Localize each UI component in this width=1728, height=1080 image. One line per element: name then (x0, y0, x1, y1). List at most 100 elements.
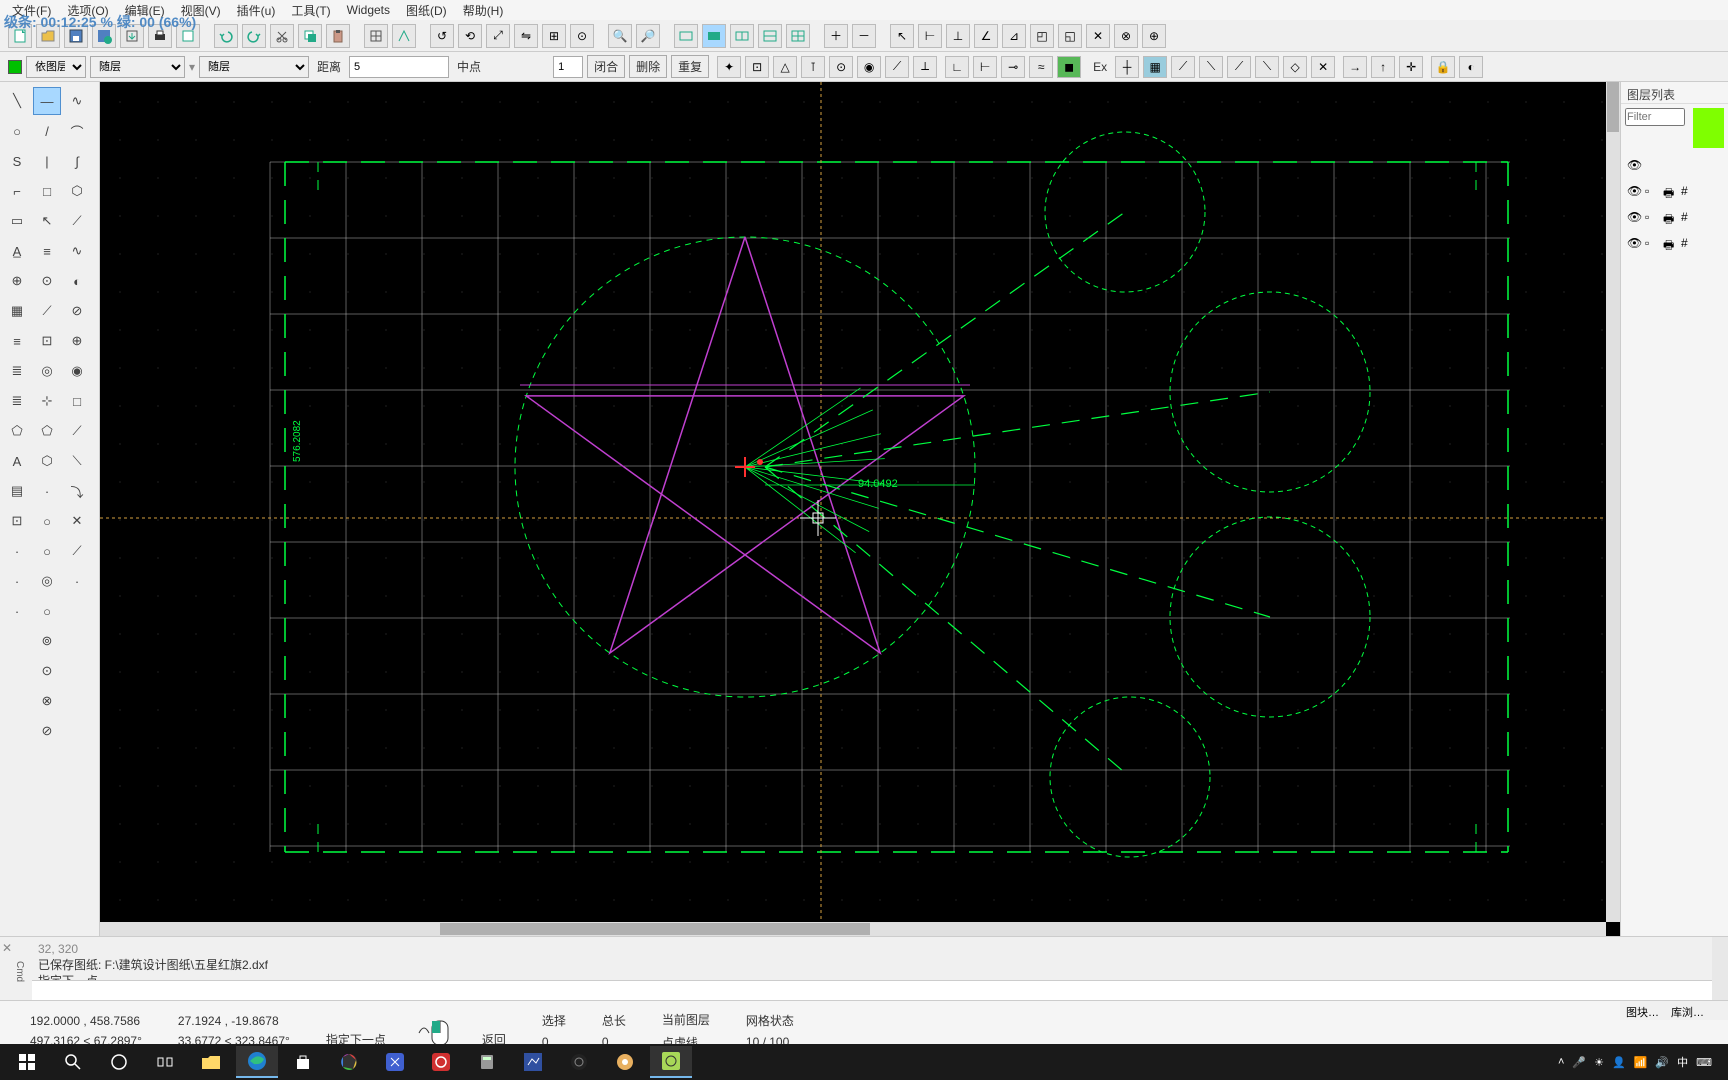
tool-24[interactable]: ≡ (3, 327, 31, 355)
tool-60[interactable] (3, 687, 31, 715)
lock-icon[interactable]: ▫ (1645, 210, 1659, 224)
layer-filter-input[interactable] (1625, 108, 1685, 126)
snap-mid-icon[interactable]: ⊺ (801, 56, 825, 78)
rotate-icon[interactable]: ⟲ (458, 24, 482, 48)
lock-icon[interactable]: 🔒 (1431, 56, 1455, 78)
ex5-icon[interactable]: ⟋ (1227, 56, 1251, 78)
tool-29[interactable]: ◉ (63, 357, 91, 385)
v-scrollbar[interactable] (1606, 82, 1620, 922)
tool-26[interactable]: ⊕ (63, 327, 91, 355)
lineweight-select[interactable]: 随层 (199, 56, 309, 78)
eye-icon[interactable]: 👁 (1627, 184, 1641, 198)
screen2-icon[interactable] (702, 24, 726, 48)
search-icon[interactable] (52, 1046, 94, 1078)
dim3-icon[interactable]: ∠ (974, 24, 998, 48)
layer-row-2[interactable]: 👁 ▫ 🖶 # (1621, 204, 1728, 230)
app1-icon[interactable] (374, 1046, 416, 1078)
redo-icon[interactable] (242, 24, 266, 48)
tool-15[interactable]: A̲ (3, 237, 31, 265)
snap-node-icon[interactable]: ◉ (857, 56, 881, 78)
polar-icon[interactable]: ⊢ (973, 56, 997, 78)
tool-52[interactable]: ○ (33, 597, 61, 625)
layer-color-swatch[interactable] (8, 60, 22, 74)
undo-icon[interactable] (214, 24, 238, 48)
tool-11[interactable]: ⬡ (63, 177, 91, 205)
eye-icon[interactable]: 👁 (1627, 158, 1641, 172)
tool-57[interactable] (3, 657, 31, 685)
linetype-select[interactable]: 随层 (90, 56, 185, 78)
tool-39[interactable]: ▤ (3, 477, 31, 505)
arrow-icon[interactable]: ↖ (890, 24, 914, 48)
snap-free-icon[interactable]: ✦ (717, 56, 741, 78)
hatch-icon[interactable]: # (1681, 184, 1695, 198)
restr2-icon[interactable]: ↑ (1371, 56, 1395, 78)
screen3-icon[interactable] (730, 24, 754, 48)
tool-61[interactable]: ⊗ (33, 687, 61, 715)
paste-icon[interactable] (326, 24, 350, 48)
mirror-icon[interactable]: ⇋ (514, 24, 538, 48)
tool-x2[interactable]: ⊗ (1114, 24, 1138, 48)
tray-wifi-icon[interactable]: 📶 (1634, 1056, 1648, 1069)
tool-10[interactable]: □ (33, 177, 61, 205)
ex7-icon[interactable]: ◇ (1283, 56, 1307, 78)
active-layer-swatch[interactable] (1693, 108, 1724, 148)
netease-icon[interactable] (420, 1046, 462, 1078)
tool-62[interactable] (63, 687, 91, 715)
near-icon[interactable]: ≈ (1029, 56, 1053, 78)
copy-icon[interactable] (298, 24, 322, 48)
grid-toggle-icon[interactable] (364, 24, 388, 48)
tool-34[interactable]: ⬠ (33, 417, 61, 445)
snap-grid-icon[interactable]: ⊡ (745, 56, 769, 78)
tray-mic-icon[interactable]: 🎤 (1572, 1056, 1586, 1069)
tool-53[interactable] (63, 597, 91, 625)
eye-icon[interactable]: 👁 (1627, 210, 1641, 224)
layer-row-1[interactable]: 👁 ▫ 🖶 # (1621, 178, 1728, 204)
tool-3[interactable]: ○ (3, 117, 31, 145)
tool-25[interactable]: ⊡ (33, 327, 61, 355)
zoomplus-icon[interactable]: ＋ (824, 24, 848, 48)
dim5-icon[interactable]: ◰ (1030, 24, 1054, 48)
grid-iso-icon[interactable] (392, 24, 416, 48)
tool-18[interactable]: ⊕ (3, 267, 31, 295)
tan-icon[interactable]: ⊸ (1001, 56, 1025, 78)
ortho-icon[interactable]: ∟ (945, 56, 969, 78)
tool-x3[interactable]: ⊕ (1142, 24, 1166, 48)
cmd-close-icon[interactable]: ✕ (0, 937, 14, 1000)
tool-47[interactable]: ⟋ (63, 537, 91, 565)
tool-63[interactable] (3, 717, 31, 745)
lock-icon[interactable]: ▫ (1645, 184, 1659, 198)
offset-icon[interactable]: ⊙ (570, 24, 594, 48)
explorer-icon[interactable] (190, 1046, 232, 1078)
tool-35[interactable]: ⟋ (63, 417, 91, 445)
restr3-icon[interactable]: ✛ (1399, 56, 1423, 78)
print-icon[interactable]: 🖶 (1663, 236, 1677, 250)
drawing-canvas[interactable]: 94.0492576.2082 (100, 82, 1620, 936)
tray-chevron-icon[interactable]: ˄ (1558, 1056, 1564, 1068)
info-lib[interactable]: 库浏… (1671, 1004, 1704, 1017)
h-scrollbar[interactable] (100, 922, 1606, 936)
delete-button[interactable]: 删除 (629, 55, 667, 78)
layer-row-3[interactable]: 👁 ▫ 🖶 # (1621, 230, 1728, 256)
tool-x1[interactable]: ✕ (1086, 24, 1110, 48)
tool-19[interactable]: ⊙ (33, 267, 61, 295)
move-icon[interactable]: ↺ (430, 24, 454, 48)
ex3-icon[interactable]: ⟋ (1171, 56, 1195, 78)
obs-icon[interactable] (558, 1046, 600, 1078)
tool-43[interactable]: ○ (33, 507, 61, 535)
tool-37[interactable]: ⬡ (33, 447, 61, 475)
tool-28[interactable]: ◎ (33, 357, 61, 385)
tool-20[interactable]: ◐ (63, 267, 91, 295)
tool-59[interactable] (63, 657, 91, 685)
photos-icon[interactable] (328, 1046, 370, 1078)
screen1-icon[interactable] (674, 24, 698, 48)
store-icon[interactable] (282, 1046, 324, 1078)
menu-drawing[interactable]: 图纸(D) (398, 2, 455, 19)
edge-icon[interactable] (236, 1046, 278, 1078)
tool-41[interactable]: ⤵ (63, 477, 91, 505)
screen4-icon[interactable] (758, 24, 782, 48)
taskview-icon[interactable] (144, 1046, 186, 1078)
dim6-icon[interactable]: ◱ (1058, 24, 1082, 48)
cmd-scrollbar[interactable] (1712, 937, 1728, 1000)
tool-56[interactable] (63, 627, 91, 655)
snap-center-icon[interactable]: ⊙ (829, 56, 853, 78)
